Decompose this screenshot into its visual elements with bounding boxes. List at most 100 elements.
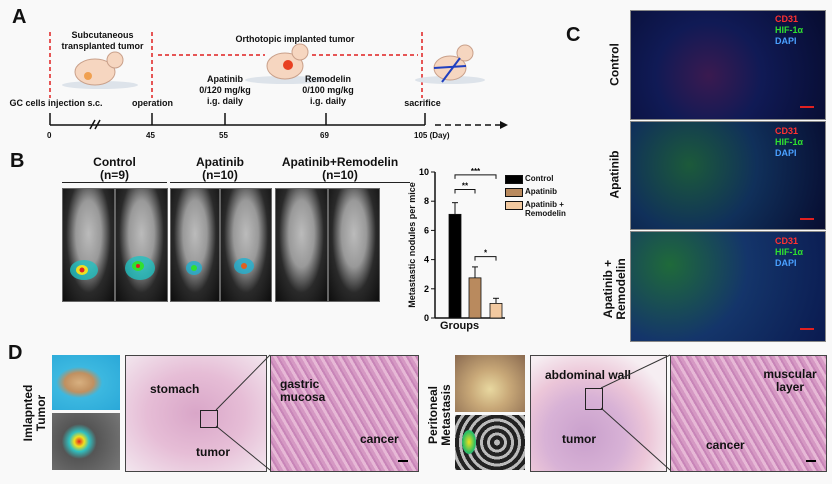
phase-orthotopic: Orthotopic implanted tumor: [235, 34, 355, 44]
ivis-signal: [462, 430, 476, 454]
row-label-combo: Apatinib + Remodelin: [601, 258, 628, 320]
photo-implanted-tumor: [52, 355, 120, 410]
panel-label-b: B: [10, 150, 25, 172]
red-dashed-lines: [49, 32, 423, 98]
group-name: Apatinib+Remodelin: [281, 155, 399, 169]
panel-label-a: A: [12, 6, 27, 28]
apatinib-route: i.g. daily: [206, 96, 243, 106]
remodelin-route: i.g. daily: [309, 96, 346, 106]
marker-legend-1: HIF-1α: [775, 247, 804, 257]
mouse-icon-1: [62, 51, 138, 89]
row-label-apatinib: Apatinib: [607, 150, 622, 199]
group-header-apatinib: Apatinib (n=10): [170, 156, 270, 183]
y-tick-label: 8: [424, 196, 429, 206]
tick-69: 69: [320, 131, 329, 140]
event-sacrifice: sacrifice: [404, 98, 441, 108]
event-operation: operation: [131, 98, 173, 108]
label-implanted-tumor: Imlapnted Tumor: [21, 384, 48, 442]
significance-label: *: [484, 249, 488, 258]
ivis-image-combo-2: [328, 188, 380, 302]
scale-bar: [398, 460, 408, 462]
photo-peritoneal: [455, 355, 525, 412]
event-apatinib: Apatinib 0/120 mg/kg i.g. daily: [190, 74, 260, 107]
ivis-image-apatinib-2: [220, 188, 272, 302]
ivis-image-control-2: [115, 188, 168, 302]
marker-legend-2: DAPI: [775, 148, 797, 158]
legend-swatch-1: [505, 188, 523, 197]
tick-45: 45: [146, 131, 155, 140]
timeline-axis: [49, 113, 500, 130]
bar-2: [489, 302, 503, 319]
legend-label-0: Control: [525, 174, 554, 183]
tick-105: 105 (Day): [414, 131, 450, 140]
ivis-image-control-1: [62, 188, 115, 302]
group-header-combo: Apatinib+Remodelin (n=10): [270, 156, 410, 183]
group-name: Apatinib: [196, 155, 244, 169]
panel-label-c: C: [566, 24, 581, 46]
y-axis-label: Metastastic nodules per mice: [407, 182, 417, 308]
scale-bar: [800, 328, 814, 330]
scale-bar: [800, 218, 814, 220]
label-stomach: stomach: [150, 382, 200, 396]
fluorescence-image-apatinib: [630, 121, 826, 230]
timeline-diagram: [49, 32, 508, 130]
significance-bracket: [454, 189, 476, 194]
zoom-box-2: [585, 388, 603, 410]
apatinib-label: Apatinib: [207, 74, 243, 84]
fluorescence-image-control: [630, 10, 826, 120]
significance-bracket: [474, 256, 497, 261]
legend-swatch-0: [505, 175, 523, 184]
y-tick-label: 10: [419, 167, 429, 177]
marker-legend-2: DAPI: [775, 258, 797, 268]
label-abdominal-wall: abdominal wall: [545, 368, 632, 382]
label-cancer-2: cancer: [706, 438, 745, 452]
label-tumor-2: tumor: [562, 432, 596, 446]
mouse-icon-2: [245, 43, 325, 84]
row-label-control: Control: [607, 43, 622, 86]
scale-bar: [800, 106, 814, 108]
event-remodelin: Remodelin 0/100 mg/kg i.g. daily: [293, 74, 363, 107]
event-injection: GC cells injection s.c.: [9, 98, 103, 108]
mouse-icon-sacrificed: [415, 44, 485, 84]
group-n: (n=10): [322, 168, 358, 182]
label-tumor: tumor: [196, 445, 230, 459]
marker-legend-0: CD31: [775, 126, 799, 136]
marker-legend-1: HIF-1α: [775, 137, 804, 147]
y-tick-label: 6: [424, 225, 429, 235]
marker-legend-0: CD31: [775, 236, 799, 246]
ivis-image-apatinib-1: [170, 188, 220, 302]
label-gastric-mucosa: gastric mucosa: [280, 377, 326, 404]
group-header-control: Control (n=9): [62, 156, 167, 183]
phase-subcutaneous: Subcutaneous transplanted tumor: [61, 30, 144, 51]
legend-label-2: Apatinib + Remodelin: [525, 200, 566, 218]
tick-0: 0: [47, 131, 52, 140]
ivis-implanted-tumor: [52, 413, 120, 470]
x-axis-label: Groups: [440, 320, 480, 332]
panel-label-d: D: [8, 342, 23, 364]
apatinib-dose: 0/120 mg/kg: [199, 85, 251, 95]
significance-label: ***: [471, 167, 481, 176]
y-tick-label: 2: [424, 284, 429, 294]
fluorescence-image-combo: [630, 231, 826, 342]
label-muscular-layer: muscular layer: [763, 367, 817, 394]
group-name: Control: [93, 155, 136, 169]
significance-bracket: [454, 174, 497, 179]
marker-legend-2: DAPI: [775, 36, 797, 46]
label-peritoneal-metastasis: Peritoneal Metastasis: [426, 384, 453, 446]
he-zoom-gastric: [270, 355, 419, 472]
y-tick-label: 4: [424, 255, 429, 265]
legend-label-1: Apatinib: [525, 187, 557, 196]
tick-55: 55: [219, 131, 228, 140]
he-zoom-muscular: [670, 355, 827, 472]
bar-0: [448, 213, 462, 319]
ivis-image-combo-1: [275, 188, 328, 302]
y-tick-label: 0: [424, 313, 429, 323]
legend-swatch-2: [505, 201, 523, 210]
group-n: (n=10): [202, 168, 238, 182]
arrow-head-icon: [500, 121, 508, 129]
remodelin-dose: 0/100 mg/kg: [302, 85, 354, 95]
group-n: (n=9): [99, 168, 129, 182]
scale-bar: [806, 460, 816, 462]
